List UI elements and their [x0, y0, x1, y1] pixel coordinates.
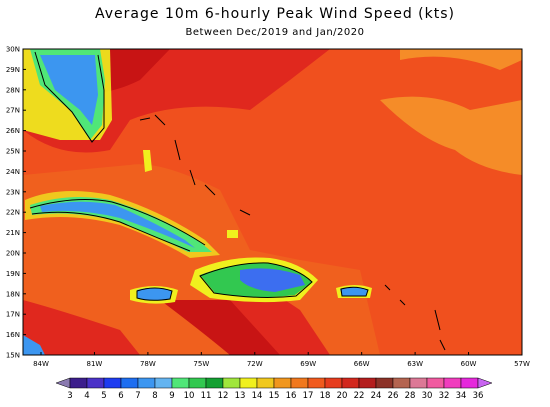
- colorbar-segment: [426, 377, 445, 389]
- colorbar-label: 7: [135, 391, 140, 401]
- colorbar-segment: [256, 377, 275, 389]
- colorbar-segment: [341, 377, 360, 389]
- colorbar-segment: [137, 377, 156, 389]
- lat-label: 19N: [6, 270, 20, 278]
- lat-label: 20N: [6, 250, 20, 258]
- lon-label: 75W: [193, 360, 209, 368]
- colorbar-label: 5: [101, 391, 106, 401]
- colorbar-label: 36: [473, 391, 484, 401]
- colorbar-segment: [290, 377, 309, 389]
- colorbar-label: 24: [371, 391, 382, 401]
- colorbar-label: 14: [252, 391, 263, 401]
- colorbar-segment: [460, 377, 479, 389]
- colorbar-segment: [222, 377, 241, 389]
- colorbar-arrow: [55, 377, 71, 389]
- lat-label: 23N: [6, 188, 20, 196]
- colorbar-arrow: [477, 377, 493, 389]
- colorbar-segment: [188, 377, 207, 389]
- lon-label: 60W: [461, 360, 477, 368]
- lat-label: 22N: [6, 209, 20, 217]
- lat-label: 28N: [6, 86, 20, 94]
- colorbar-label: 32: [439, 391, 450, 401]
- lat-label: 16N: [6, 331, 20, 339]
- colorbar-label: 17: [303, 391, 314, 401]
- colorbar-label: 20: [337, 391, 348, 401]
- lat-label: 26N: [6, 127, 20, 135]
- title: Average 10m 6-hourly Peak Wind Speed (kt…: [95, 6, 455, 22]
- lon-label: 66W: [354, 360, 370, 368]
- lat-label: 17N: [6, 311, 20, 319]
- colorbar-label: 12: [218, 391, 229, 401]
- colorbar-segment: [307, 377, 326, 389]
- colorbar-label: 18: [320, 391, 331, 401]
- colorbar-segment: [273, 377, 292, 389]
- lat-label: 21N: [6, 229, 20, 237]
- lon-label: 69W: [300, 360, 316, 368]
- colorbar-segment: [120, 377, 139, 389]
- colorbar-segment: [358, 377, 377, 389]
- colorbar-segment: [443, 377, 462, 389]
- colorbar-label: 8: [152, 391, 157, 401]
- colorbar-label: 4: [84, 391, 89, 401]
- colorbar-label: 28: [405, 391, 416, 401]
- colorbar-label: 13: [235, 391, 246, 401]
- colorbar-label: 11: [201, 391, 212, 401]
- lon-label: 81W: [87, 360, 103, 368]
- colorbar-label: 26: [388, 391, 399, 401]
- lat-label: 29N: [6, 66, 20, 74]
- lon-label: 72W: [247, 360, 263, 368]
- colorbar-segment: [409, 377, 428, 389]
- lat-label: 18N: [6, 290, 20, 298]
- subtitle: Between Dec/2019 and Jan/2020: [185, 27, 364, 38]
- lat-label: 15N: [6, 352, 20, 360]
- colorbar-label: 10: [184, 391, 195, 401]
- lat-label: 30N: [6, 46, 20, 54]
- colorbar-segment: [103, 377, 122, 389]
- colorbar-label: 3: [67, 391, 72, 401]
- colorbar-label: 6: [118, 391, 123, 401]
- colorbar-segment: [375, 377, 394, 389]
- plot-frame: [22, 48, 523, 356]
- colorbar-segment: [154, 377, 173, 389]
- lon-label: 78W: [140, 360, 156, 368]
- wind-field: [23, 49, 522, 355]
- colorbar-label: 15: [269, 391, 280, 401]
- colorbar-segment: [171, 377, 190, 389]
- colorbar-segment: [239, 377, 258, 389]
- colorbar-label: 9: [169, 391, 174, 401]
- colorbar-segment: [392, 377, 411, 389]
- lon-label: 63W: [407, 360, 423, 368]
- colorbar-label: 16: [286, 391, 297, 401]
- colorbar-segment: [324, 377, 343, 389]
- lon-label: 57W: [514, 360, 530, 368]
- lat-label: 24N: [6, 168, 20, 176]
- colorbar-label: 22: [354, 391, 365, 401]
- colorbar-label: 30: [422, 391, 433, 401]
- lon-label: 84W: [33, 360, 49, 368]
- lat-label: 25N: [6, 148, 20, 156]
- colorbar-segment: [205, 377, 224, 389]
- lat-label: 27N: [6, 107, 20, 115]
- colorbar-label: 34: [456, 391, 467, 401]
- colorbar-segment: [86, 377, 105, 389]
- colorbar-segment: [69, 377, 88, 389]
